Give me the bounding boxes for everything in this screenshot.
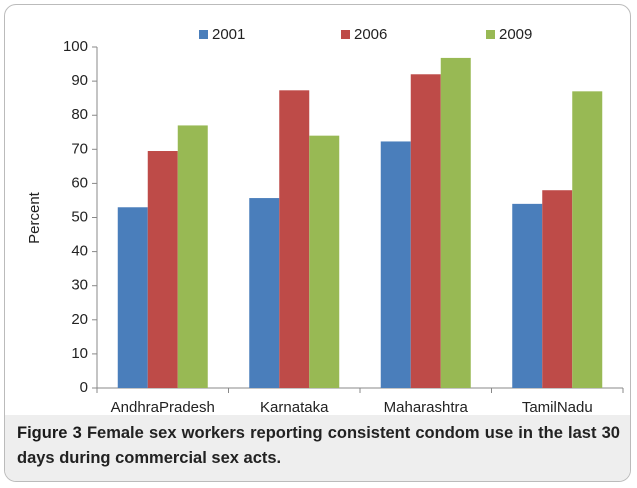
y-tick-label: 10 bbox=[71, 345, 88, 362]
y-tick-label: 70 bbox=[71, 140, 88, 157]
bar bbox=[309, 135, 340, 388]
bar bbox=[410, 74, 441, 388]
y-tick-label: 50 bbox=[71, 208, 88, 225]
y-tick-label: 100 bbox=[63, 38, 88, 55]
figure-label: Figure 3 bbox=[17, 424, 82, 442]
y-tick-label: 0 bbox=[80, 379, 88, 396]
bar bbox=[147, 151, 178, 388]
bar bbox=[177, 125, 208, 389]
x-tick-label: AndhraPradesh bbox=[111, 399, 215, 415]
y-tick-label: 20 bbox=[71, 311, 88, 328]
bar bbox=[249, 198, 280, 388]
bar bbox=[117, 207, 148, 388]
bar bbox=[572, 91, 603, 388]
bar bbox=[440, 57, 471, 389]
legend-swatch bbox=[199, 30, 208, 39]
y-axis-label: Percent bbox=[26, 191, 43, 244]
legend-label: 2006 bbox=[354, 26, 387, 43]
legend-swatch bbox=[486, 30, 495, 39]
bar bbox=[512, 203, 543, 388]
bar bbox=[380, 141, 411, 388]
y-tick-label: 80 bbox=[71, 106, 88, 123]
legend-label: 2009 bbox=[499, 26, 532, 43]
y-tick-label: 30 bbox=[71, 277, 88, 294]
chart: Percent 0 10 20 30 40 50 60 70 80 90 100 AndhraPrad… bbox=[26, 26, 624, 415]
legend-label: 2001 bbox=[212, 26, 245, 43]
figure: Percent 0 10 20 30 40 50 60 70 80 90 100 AndhraPrad… bbox=[4, 4, 631, 482]
legend-swatch bbox=[341, 30, 350, 39]
bar bbox=[542, 190, 573, 388]
y-tick-label: 40 bbox=[71, 243, 88, 260]
y-tick-label: 60 bbox=[71, 174, 88, 191]
y-tick-label: 90 bbox=[71, 72, 88, 89]
caption-text: Female sex workers reporting consistent … bbox=[17, 424, 620, 467]
caption: Figure 3 Female sex workers reporting co… bbox=[5, 415, 630, 481]
x-tick-label: Karnataka bbox=[260, 399, 329, 415]
bar bbox=[279, 90, 310, 388]
x-tick-label: TamilNadu bbox=[522, 399, 593, 415]
x-tick-label: Maharashtra bbox=[384, 399, 469, 415]
